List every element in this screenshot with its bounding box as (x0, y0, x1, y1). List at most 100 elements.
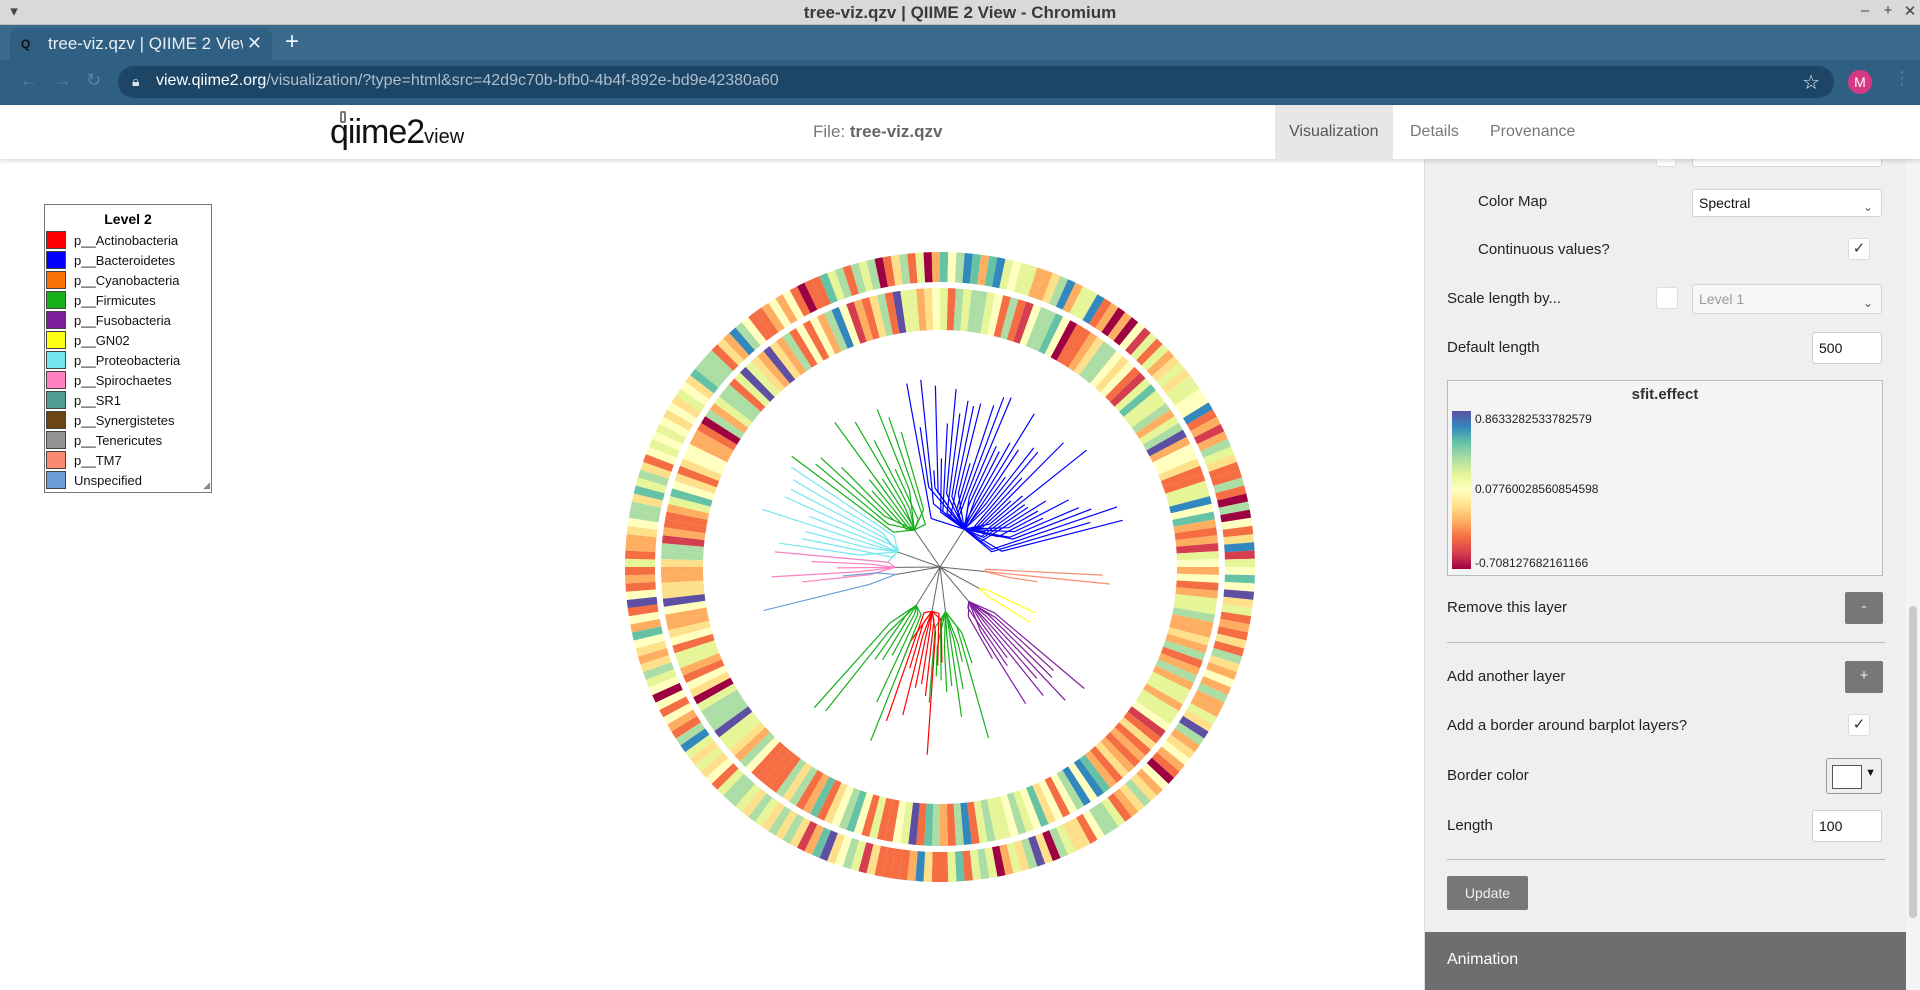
length-input[interactable]: 100 (1812, 810, 1882, 842)
close-window-icon[interactable]: ✕ (1903, 3, 1917, 20)
inner-ring-segment (892, 290, 907, 334)
inner-ring-segment (1079, 754, 1111, 793)
tree-branch (931, 610, 943, 663)
inner-ring-segment (1176, 543, 1219, 554)
circular-tree-visualization[interactable] (620, 245, 1260, 890)
outer-ring-segment (1035, 833, 1053, 864)
tree-branch (963, 442, 1011, 530)
forward-icon[interactable]: → (54, 70, 72, 90)
outer-ring-segment (1217, 626, 1249, 641)
outer-ring-segment (1156, 746, 1185, 772)
inner-ring-segment (1100, 361, 1135, 398)
inner-ring-segment (824, 782, 848, 824)
outer-ring-segment (782, 290, 805, 321)
tree-branch (931, 610, 940, 666)
reload-icon[interactable]: ↻ (86, 70, 102, 90)
legend-label: p__Tenericutes (74, 432, 163, 448)
scale-length-value: Level 1 (1699, 291, 1745, 307)
legend-item: p__Fusobacteria (45, 310, 211, 330)
scrollbar-thumb[interactable] (1909, 606, 1917, 918)
outer-ring-segment (1213, 477, 1245, 494)
continuous-values-checkbox[interactable]: ✓ (1848, 238, 1870, 260)
back-icon[interactable]: ← (20, 70, 38, 90)
outer-ring-segment (640, 461, 672, 479)
animation-section-header[interactable]: Animation (1425, 932, 1907, 990)
qiime2-view-logo[interactable]: qiime2view (330, 111, 464, 155)
inner-ring-segment (967, 801, 980, 845)
outer-ring-segment (680, 728, 710, 753)
url-text[interactable]: view.qiime2.org/visualization/?type=html… (156, 72, 779, 90)
remove-layer-button[interactable]: - (1845, 592, 1883, 624)
inner-ring-segment (1044, 316, 1071, 358)
outer-ring-segment (882, 847, 896, 879)
outer-ring-segment (754, 797, 779, 827)
inner-ring-segment (661, 559, 704, 567)
update-button[interactable]: Update (1447, 876, 1528, 910)
legend-list: p__Actinobacteria p__Bacteroidetes p__Cyan… (45, 230, 211, 490)
outer-ring-segment (1211, 647, 1243, 665)
tree-branch (957, 403, 982, 530)
profile-avatar[interactable]: M (1848, 70, 1872, 94)
outer-ring-segment (1125, 327, 1151, 356)
inner-ring-segment (1146, 677, 1187, 705)
add-layer-button[interactable]: + (1845, 661, 1883, 693)
color-map-select[interactable]: Spectral ⌄ (1692, 189, 1882, 217)
panel-scrollbar[interactable] (1906, 159, 1920, 990)
outer-ring-segment (690, 368, 719, 394)
tab-visualization[interactable]: Visualization (1275, 105, 1393, 159)
maximize-icon[interactable]: + (1883, 2, 1893, 19)
inner-ring-segment (663, 600, 707, 615)
tree-branch (964, 510, 1039, 530)
inner-ring-segment (1173, 519, 1217, 534)
tree-branch (963, 447, 1035, 530)
tree-branch (876, 605, 919, 703)
tree-branch (979, 587, 1036, 614)
inner-ring-segment (677, 646, 720, 669)
outer-ring-segment (850, 262, 867, 294)
outer-ring-segment (1220, 611, 1252, 625)
inner-ring-segment (1146, 429, 1187, 457)
outer-ring-segment (1213, 640, 1245, 657)
tree-branch (834, 422, 915, 531)
inner-ring-segment (846, 790, 867, 833)
tree-branch (790, 466, 899, 553)
outer-ring-segment (850, 840, 867, 872)
inner-ring-segment (729, 722, 766, 756)
inner-ring-segment (769, 341, 801, 380)
legend-panel[interactable]: Level 2 p__Actinobacteria p__Bacteroidete… (44, 204, 212, 493)
inner-ring-segment (861, 794, 880, 837)
browser-tab[interactable]: Q tree-viz.qzv | QIIME 2 View ✕ (10, 28, 272, 60)
inner-ring-segment (1095, 356, 1129, 393)
outer-ring-segment (842, 264, 860, 296)
inner-ring-segment (1176, 573, 1219, 583)
inner-ring-segment (802, 773, 830, 814)
address-bar[interactable]: 🔒︎ view.qiime2.org/visualization/?type=h… (118, 66, 1834, 98)
tab-provenance[interactable]: Provenance (1490, 123, 1576, 140)
border-color-picker[interactable]: ▼ (1826, 758, 1882, 794)
inner-ring-segment (693, 677, 734, 705)
scale-length-select[interactable]: Level 1 ⌄ (1692, 284, 1882, 314)
tree-branch (939, 566, 985, 572)
inner-ring-segment (1050, 320, 1078, 361)
tree-branch (944, 611, 953, 687)
outer-ring-segment (633, 633, 665, 649)
browser-menu-icon[interactable]: ⋮ (1893, 68, 1911, 88)
tab-close-icon[interactable]: ✕ (246, 33, 262, 53)
new-tab-icon[interactable]: + (285, 28, 300, 55)
inner-ring-segment (663, 519, 707, 534)
outer-ring-segment (655, 689, 687, 711)
url-domain: view.qiime2.org (156, 72, 267, 89)
window-menu-icon[interactable]: ▾ (10, 3, 18, 20)
outer-ring-segment (659, 416, 690, 438)
inner-ring-segment (1127, 706, 1166, 738)
scale-length-checkbox[interactable] (1656, 287, 1678, 309)
tab-details[interactable]: Details (1410, 123, 1459, 140)
resize-grip-icon[interactable]: ◢ (203, 480, 210, 490)
bookmark-star-icon[interactable]: ☆ (1802, 72, 1820, 94)
tree-branch (967, 601, 1008, 667)
default-length-input[interactable]: 500 (1812, 332, 1882, 364)
barplot-border-checkbox[interactable]: ✓ (1848, 714, 1870, 736)
minimize-icon[interactable]: – (1860, 2, 1870, 19)
outer-ring-segment (915, 851, 926, 882)
outer-ring-segment (858, 842, 874, 874)
